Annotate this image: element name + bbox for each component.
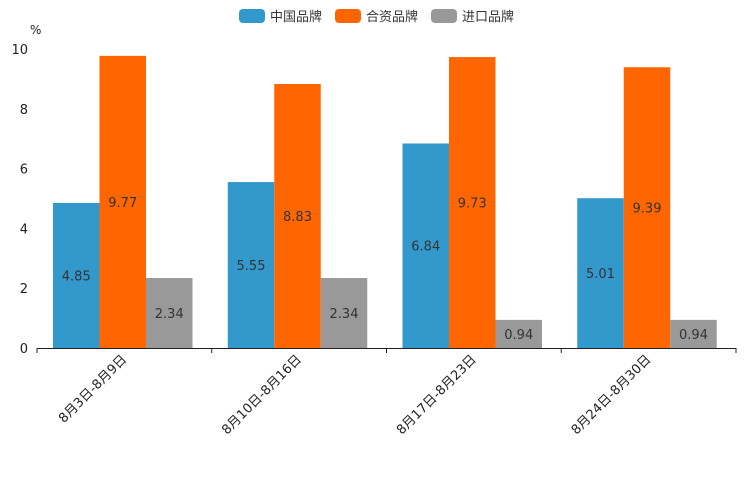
data-label: 9.77	[108, 196, 137, 211]
legend-label: 进口品牌	[462, 9, 514, 25]
data-label: 5.55	[237, 259, 266, 274]
y-tick-label: 8	[20, 103, 28, 118]
bar-2-2[interactable]	[274, 83, 321, 348]
data-label: 2.34	[155, 307, 184, 322]
data-label: 8.83	[283, 210, 312, 225]
legend-item-2[interactable]: 合资品牌	[335, 9, 418, 25]
bar-4-3[interactable]	[670, 319, 717, 348]
legend-swatch	[239, 9, 265, 23]
x-axis: 8月3日-8月9日 8月10日-8月16日 8月17日-8月23日 8月24日-8月3…	[36, 348, 737, 438]
data-label: 2.34	[330, 307, 359, 322]
value-labels: 4.85 9.77 2.34 5.55 8.83 2.34 6.84 9.73 0.94 5.01…	[62, 196, 708, 343]
x-tick-label: 8月17日-8月23日	[394, 352, 480, 438]
bar-2-3[interactable]	[320, 278, 368, 348]
data-label: 6.84	[411, 240, 440, 255]
data-label: 5.01	[586, 267, 615, 282]
x-tick-label: 8月24日-8月30日	[569, 352, 655, 438]
y-tick-label: 10	[11, 43, 28, 58]
bar-3-2[interactable]	[449, 57, 496, 348]
bar-4-1[interactable]	[577, 198, 624, 348]
data-label: 9.73	[458, 197, 487, 212]
y-tick-label: 2	[20, 282, 28, 297]
data-label: 0.94	[504, 328, 533, 343]
bar-1-3[interactable]	[146, 278, 193, 348]
legend-label: 合资品牌	[366, 9, 418, 25]
bar-1-1[interactable]	[53, 202, 100, 348]
legend-swatch	[431, 9, 457, 23]
legend-item-1[interactable]: 中国品牌	[239, 9, 322, 25]
bars	[53, 55, 717, 348]
y-tick-label: 6	[20, 163, 28, 178]
data-label: 9.39	[633, 202, 662, 217]
bar-4-2[interactable]	[623, 67, 671, 348]
legend-label: 中国品牌	[270, 9, 322, 25]
x-tick-label: 8月3日-8月9日	[56, 352, 130, 426]
bar-1-2[interactable]	[99, 55, 147, 348]
y-axis-unit-label: %	[30, 23, 41, 37]
data-label: 4.85	[62, 269, 91, 284]
bar-3-1[interactable]	[402, 143, 450, 348]
legend: 中国品牌 合资品牌 进口品牌	[239, 9, 514, 25]
data-label: 0.94	[679, 328, 708, 343]
bar-2-1[interactable]	[227, 182, 275, 348]
legend-item-3[interactable]: 进口品牌	[431, 9, 514, 25]
legend-swatch	[335, 9, 361, 23]
x-tick-label: 8月10日-8月16日	[219, 352, 305, 438]
y-tick-label: 0	[20, 342, 28, 357]
y-axis: 0 2 4 6 8 10	[11, 43, 28, 357]
bar-3-3[interactable]	[495, 319, 543, 348]
y-tick-label: 4	[20, 222, 28, 237]
